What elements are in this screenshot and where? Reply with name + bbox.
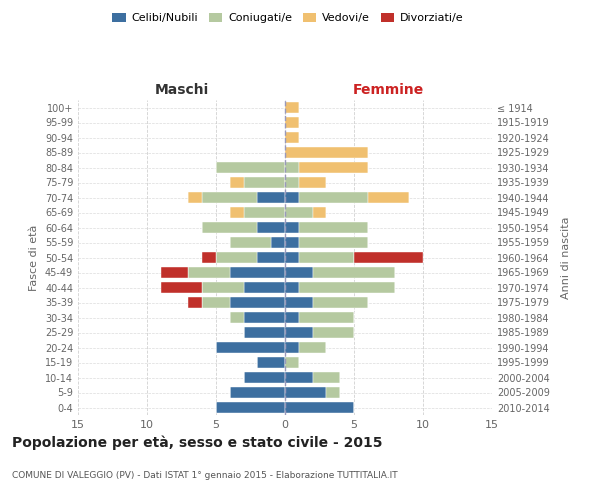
- Bar: [230, 236, 271, 248]
- Bar: [230, 176, 244, 188]
- Bar: [285, 312, 299, 324]
- Bar: [285, 102, 299, 114]
- Bar: [299, 342, 326, 353]
- Bar: [257, 252, 285, 264]
- Bar: [299, 222, 368, 234]
- Legend: Celibi/Nubili, Coniugati/e, Vedovi/e, Divorziati/e: Celibi/Nubili, Coniugati/e, Vedovi/e, Di…: [108, 8, 468, 28]
- Bar: [244, 176, 285, 188]
- Bar: [161, 282, 202, 294]
- Y-axis label: Fasce di età: Fasce di età: [29, 224, 39, 290]
- Bar: [285, 146, 368, 158]
- Text: Popolazione per età, sesso e stato civile - 2015: Popolazione per età, sesso e stato civil…: [12, 436, 383, 450]
- Bar: [299, 236, 368, 248]
- Bar: [285, 342, 299, 353]
- Bar: [299, 252, 354, 264]
- Bar: [285, 296, 313, 308]
- Bar: [299, 282, 395, 294]
- Text: Femmine: Femmine: [353, 83, 424, 97]
- Bar: [285, 192, 299, 203]
- Bar: [313, 326, 354, 338]
- Bar: [299, 176, 326, 188]
- Text: COMUNE DI VALEGGIO (PV) - Dati ISTAT 1° gennaio 2015 - Elaborazione TUTTITALIA.I: COMUNE DI VALEGGIO (PV) - Dati ISTAT 1° …: [12, 470, 398, 480]
- Bar: [285, 282, 299, 294]
- Bar: [299, 162, 368, 173]
- Bar: [285, 236, 299, 248]
- Bar: [257, 192, 285, 203]
- Bar: [285, 162, 299, 173]
- Bar: [188, 266, 230, 278]
- Bar: [285, 402, 354, 413]
- Y-axis label: Anni di nascita: Anni di nascita: [561, 216, 571, 298]
- Bar: [313, 266, 395, 278]
- Bar: [202, 282, 244, 294]
- Text: Maschi: Maschi: [154, 83, 209, 97]
- Bar: [230, 312, 244, 324]
- Bar: [230, 296, 285, 308]
- Bar: [285, 206, 313, 218]
- Bar: [202, 296, 230, 308]
- Bar: [285, 176, 299, 188]
- Bar: [299, 192, 368, 203]
- Bar: [244, 206, 285, 218]
- Bar: [299, 312, 354, 324]
- Bar: [216, 342, 285, 353]
- Bar: [271, 236, 285, 248]
- Bar: [202, 222, 257, 234]
- Bar: [257, 222, 285, 234]
- Bar: [257, 356, 285, 368]
- Bar: [285, 356, 299, 368]
- Bar: [202, 192, 257, 203]
- Bar: [230, 386, 285, 398]
- Bar: [161, 266, 188, 278]
- Bar: [188, 296, 202, 308]
- Bar: [230, 266, 285, 278]
- Bar: [244, 282, 285, 294]
- Bar: [285, 386, 326, 398]
- Bar: [285, 252, 299, 264]
- Bar: [244, 372, 285, 384]
- Bar: [244, 312, 285, 324]
- Bar: [313, 296, 368, 308]
- Bar: [244, 326, 285, 338]
- Bar: [188, 192, 202, 203]
- Bar: [313, 206, 326, 218]
- Bar: [354, 252, 423, 264]
- Bar: [285, 222, 299, 234]
- Bar: [285, 116, 299, 128]
- Bar: [285, 326, 313, 338]
- Bar: [285, 372, 313, 384]
- Bar: [285, 266, 313, 278]
- Bar: [326, 386, 340, 398]
- Bar: [216, 402, 285, 413]
- Bar: [368, 192, 409, 203]
- Bar: [216, 252, 257, 264]
- Bar: [230, 206, 244, 218]
- Bar: [313, 372, 340, 384]
- Bar: [216, 162, 285, 173]
- Bar: [202, 252, 216, 264]
- Bar: [285, 132, 299, 143]
